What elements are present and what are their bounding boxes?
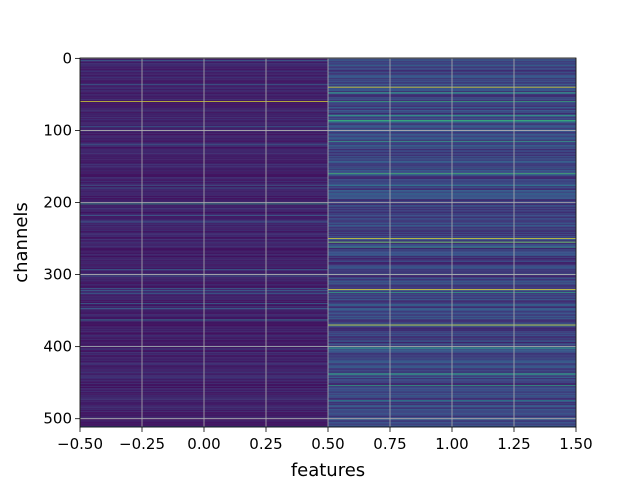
- y-tick-label: 500: [43, 410, 72, 428]
- y-tick-label: 100: [43, 121, 72, 139]
- x-axis-ticks: −0.50 −0.25 0.00 0.25 0.50 0.75 1.00 1.25 1.50: [57, 427, 593, 453]
- y-tick-label: 400: [43, 338, 72, 356]
- x-tick-label: 0.75: [373, 435, 406, 453]
- y-axis-label: channels: [11, 202, 32, 283]
- x-tick-label: 0.25: [249, 435, 282, 453]
- x-tick-label: 0.50: [311, 435, 344, 453]
- y-axis-ticks: 0 100 200 300 400 500: [43, 49, 80, 428]
- y-tick-label: 200: [43, 194, 72, 212]
- x-tick-label: −0.25: [119, 435, 165, 453]
- y-tick-label: 300: [43, 266, 72, 284]
- x-tick-label: 1.00: [435, 435, 468, 453]
- x-axis-label: features: [291, 460, 365, 480]
- y-tick-label: 0: [62, 49, 72, 67]
- x-tick-label: 1.50: [559, 435, 592, 453]
- x-tick-label: −0.50: [57, 435, 103, 453]
- x-tick-label: 0.00: [187, 435, 220, 453]
- x-tick-label: 1.25: [497, 435, 530, 453]
